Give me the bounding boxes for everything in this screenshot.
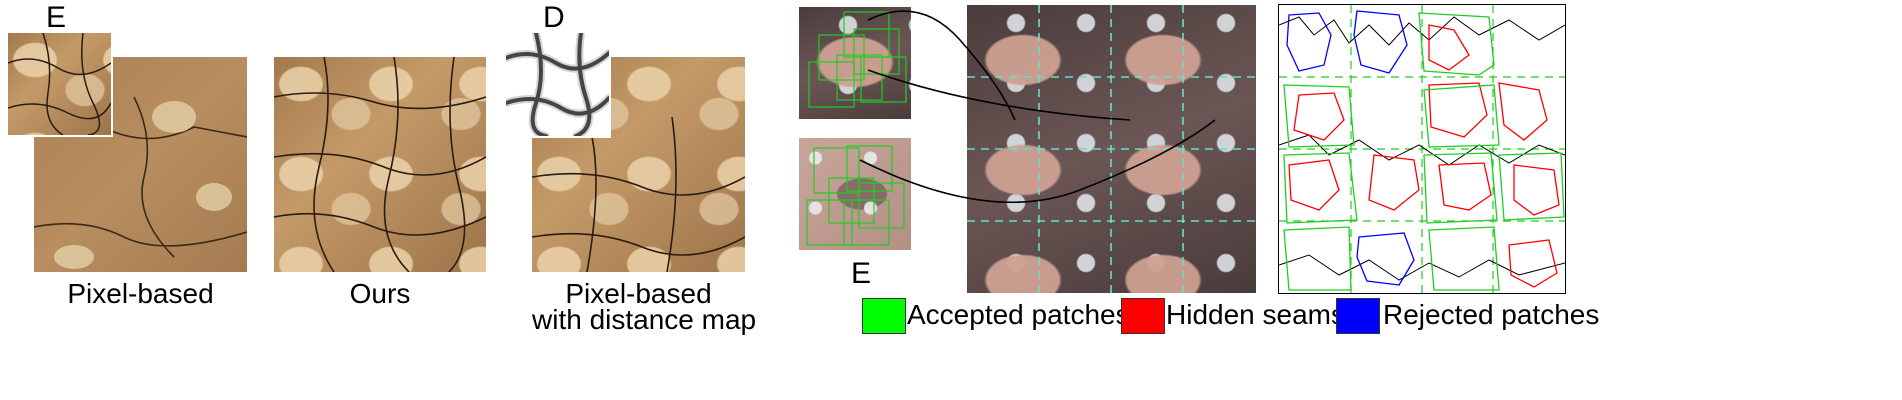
seam-lines bbox=[1279, 5, 1565, 293]
caption-pixel-based-distance-line2: with distance map bbox=[532, 304, 757, 335]
caption-pixel-based-distance-line1: Pixel-based bbox=[565, 278, 712, 309]
crack-overlay bbox=[274, 57, 486, 272]
synthesized-texture bbox=[967, 5, 1256, 293]
crack-overlay bbox=[532, 116, 745, 272]
legend-swatch-rejected bbox=[1336, 298, 1380, 334]
exemplar-bottom-right bbox=[799, 138, 911, 250]
panel-letter-e-left: E bbox=[46, 1, 67, 34]
seam-map bbox=[1278, 4, 1566, 294]
legend-label-accepted: Accepted patches bbox=[907, 299, 1130, 330]
distance-map-cracks bbox=[506, 33, 609, 136]
legend-label-rejected: Rejected patches bbox=[1383, 299, 1600, 330]
exemplar-patch-boxes bbox=[808, 11, 907, 108]
exemplar-top-right bbox=[799, 7, 911, 119]
panel-letter-d: D bbox=[543, 1, 565, 34]
caption-ours: Ours bbox=[349, 278, 411, 309]
legend-swatch-hidden bbox=[1121, 298, 1165, 334]
panel-letter-e-right: E bbox=[851, 257, 872, 290]
crack-overlay bbox=[34, 96, 247, 269]
grid-dash-overlay bbox=[967, 5, 1256, 293]
exemplar-patch-boxes bbox=[806, 145, 905, 246]
ours-result-image bbox=[274, 57, 486, 272]
legend-label-hidden: Hidden seams bbox=[1166, 299, 1345, 330]
legend-swatch-accepted bbox=[862, 298, 906, 334]
exemplar-cracks bbox=[8, 33, 111, 135]
exemplar-inset-left bbox=[6, 31, 113, 137]
distance-map-inset bbox=[504, 31, 611, 138]
caption-pixel-based: Pixel-based bbox=[67, 278, 214, 309]
